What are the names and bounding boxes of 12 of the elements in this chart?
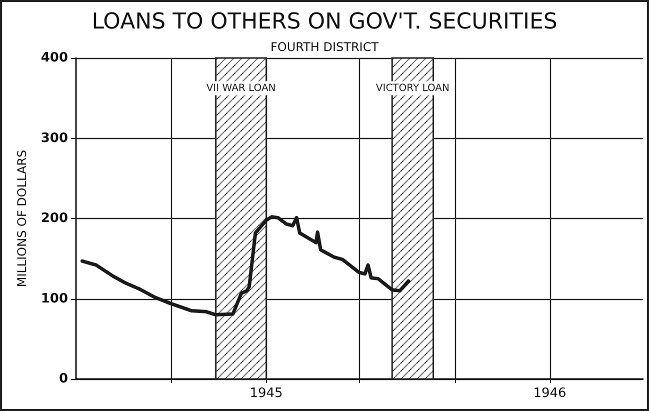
band-label: VII WAR LOAN [206, 82, 276, 94]
y-tick-label: 400 [40, 50, 68, 66]
x-tick-label: 1946 [533, 386, 566, 401]
y-axis-title: MILLIONS OF DOLLARS [15, 150, 29, 288]
y-tick-label: 300 [40, 130, 68, 146]
band-label: VICTORY LOAN [376, 82, 450, 94]
y-tick-label: 200 [40, 211, 68, 226]
y-tick-label: 100 [40, 291, 68, 306]
chart-title: LOANS TO OTHERS ON GOV'T. SECURITIES [92, 10, 558, 34]
y-tick-label: 0 [58, 372, 68, 386]
x-tick-label: 1945 [250, 386, 283, 401]
chart-subtitle: FOURTH DISTRICT [270, 40, 380, 54]
